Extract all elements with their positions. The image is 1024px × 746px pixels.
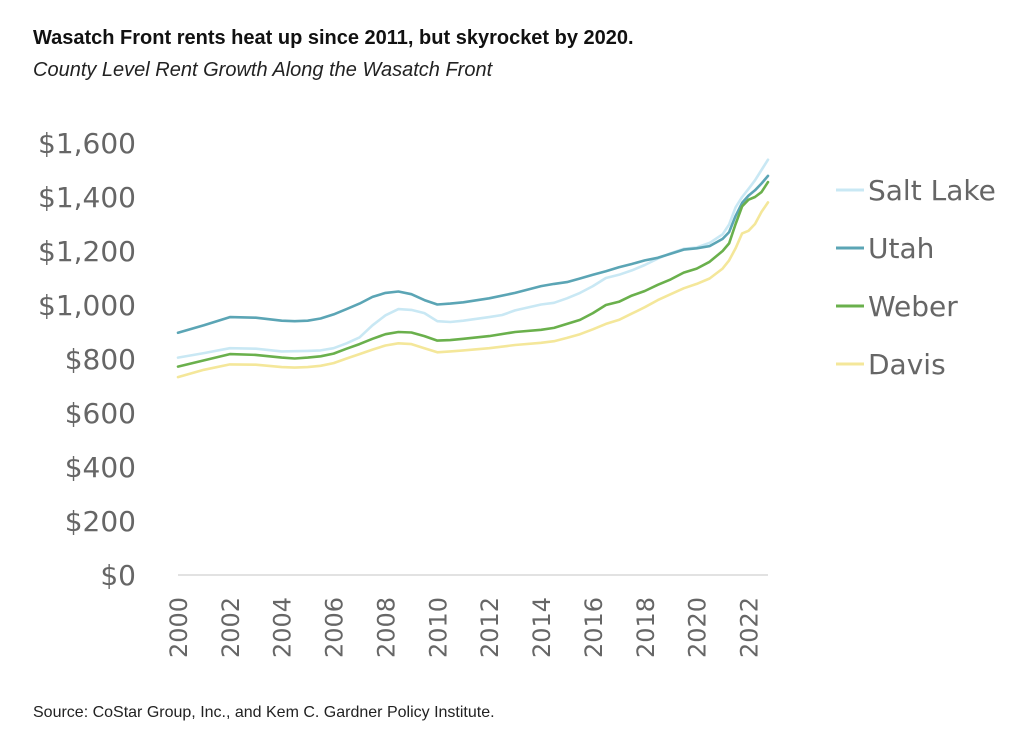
series-line-weber <box>176 180 770 368</box>
y-tick-label: $1,600 <box>38 127 136 160</box>
x-axis-ticks: 2000 2002 2004 2006 2008 2010 2012 2014 2016 2018… <box>165 597 764 658</box>
x-tick-label: 2010 <box>424 597 452 658</box>
x-tick-label: 2008 <box>372 597 400 658</box>
y-axis-ticks: $0 $200 $400 $600 $800 $1,000 $1,200 $1,400 $1,6… <box>38 127 136 592</box>
chart-subtitle: County Level Rent Growth Along the Wasat… <box>33 59 493 81</box>
x-tick-label: 2020 <box>684 597 712 658</box>
x-tick-label: 2006 <box>321 597 349 658</box>
x-tick-label: 2016 <box>580 597 608 658</box>
x-tick-label: 2000 <box>165 597 193 658</box>
x-tick-label: 2002 <box>217 597 245 658</box>
x-tick-label: 2012 <box>476 597 504 658</box>
y-tick-label: $0 <box>100 559 136 592</box>
x-tick-label: 2014 <box>528 597 556 658</box>
series-line-utah <box>176 174 770 335</box>
legend-label-salt-lake: Salt Lake <box>868 174 996 207</box>
y-tick-label: $200 <box>65 505 136 538</box>
y-tick-label: $1,000 <box>38 289 136 322</box>
legend-label-davis: Davis <box>868 348 946 381</box>
series-line-davis <box>176 201 770 379</box>
y-tick-label: $400 <box>65 451 136 484</box>
chart-title: Wasatch Front rents heat up since 2011, … <box>33 27 634 49</box>
x-tick-label: 2018 <box>632 597 660 658</box>
y-tick-label: $600 <box>65 397 136 430</box>
legend: Salt Lake Utah Weber Davis <box>836 174 996 381</box>
source-note: Source: CoStar Group, Inc., and Kem C. G… <box>33 704 495 721</box>
y-tick-label: $800 <box>65 343 136 376</box>
legend-label-utah: Utah <box>868 232 934 265</box>
x-tick-label: 2022 <box>736 597 764 658</box>
y-tick-label: $1,400 <box>38 181 136 214</box>
x-tick-label: 2004 <box>269 597 297 658</box>
series-lines <box>176 158 770 379</box>
legend-label-weber: Weber <box>868 290 958 323</box>
y-tick-label: $1,200 <box>38 235 136 268</box>
series-line-salt-lake <box>176 158 770 359</box>
